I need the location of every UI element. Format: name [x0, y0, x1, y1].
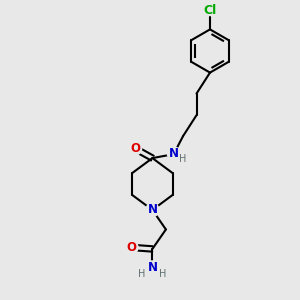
Circle shape: [125, 241, 138, 254]
Text: N: N: [169, 147, 179, 160]
Circle shape: [128, 142, 142, 155]
Text: O: O: [130, 142, 140, 155]
Text: H: H: [179, 154, 186, 164]
Text: Cl: Cl: [203, 4, 217, 17]
Text: H: H: [138, 269, 146, 279]
Text: O: O: [126, 241, 136, 254]
Circle shape: [146, 203, 159, 217]
Text: H: H: [159, 269, 167, 279]
Circle shape: [167, 147, 181, 160]
Text: N: N: [147, 203, 158, 216]
Text: N: N: [147, 261, 158, 274]
Circle shape: [146, 261, 159, 274]
